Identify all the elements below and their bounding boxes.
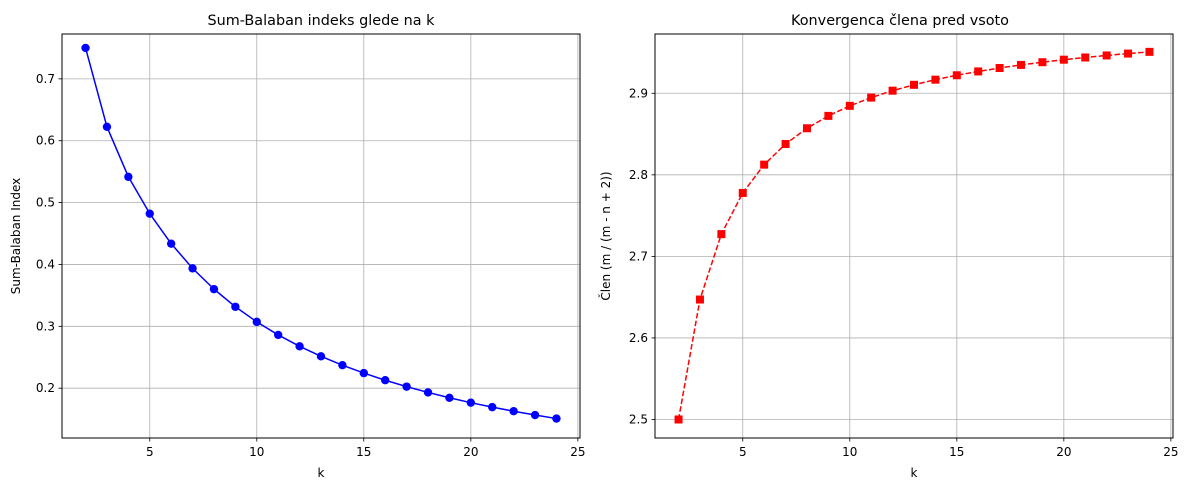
data-point [102, 122, 112, 132]
y-tick-label: 2.9 [629, 86, 648, 100]
data-point [802, 124, 811, 133]
grid-lines [655, 34, 1173, 438]
x-tick-label: 20 [1056, 445, 1071, 459]
data-point [1145, 47, 1154, 56]
y-tick-label: 0.4 [36, 257, 55, 271]
x-tick-label: 5 [146, 445, 154, 459]
data-point [867, 93, 876, 102]
y-tick-label: 2.8 [629, 168, 648, 182]
data-point [509, 407, 518, 416]
series-layer [81, 43, 561, 423]
data-point [845, 101, 854, 110]
data-point [295, 342, 304, 351]
series-layer [674, 47, 1154, 424]
data-point [488, 402, 497, 412]
y-axis-label: Sum-Balaban Index [9, 178, 23, 295]
data-point [81, 43, 90, 53]
data-point [1017, 60, 1026, 69]
y-axis-label: Člen (m / (m - n + 2)) [598, 171, 613, 300]
y-tick-label: 0.7 [36, 72, 55, 86]
data-point [124, 172, 133, 181]
grid-lines [62, 34, 580, 438]
data-point [188, 264, 197, 273]
data-point [445, 393, 454, 402]
x-axis-label: k [318, 466, 325, 480]
data-point [824, 111, 833, 120]
x-tick-label: 25 [570, 445, 585, 459]
data-point [145, 209, 154, 218]
data-point [359, 368, 369, 378]
x-tick-label: 15 [949, 445, 964, 459]
data-point [423, 388, 433, 397]
data-point [1102, 51, 1111, 60]
series-line [677, 51, 1150, 420]
plot-area [654, 33, 1174, 439]
y-tick-label: 2.7 [629, 249, 648, 263]
data-point [738, 188, 747, 197]
y-tick-label: 2.5 [629, 412, 648, 426]
data-point [1059, 55, 1068, 64]
data-point [252, 317, 261, 327]
data-point [781, 140, 790, 149]
plot-area [61, 33, 581, 439]
data-point [530, 410, 540, 420]
data-point [273, 330, 283, 340]
chart-sum-balaban: Sum-Balaban indeks glede na k 5 10 15 20 25 0… [9, 13, 586, 480]
y-tick-label: 0.6 [36, 134, 55, 148]
data-point [381, 376, 390, 385]
chart-title: Konvergenca člena pred vsoto [791, 13, 1009, 29]
y-tick-label: 0.2 [36, 381, 55, 395]
data-point [316, 352, 326, 361]
data-point [466, 398, 476, 407]
data-point [338, 360, 347, 370]
data-point [402, 382, 411, 391]
chart-title: Sum-Balaban indeks glede na k [207, 13, 435, 29]
data-point [1038, 58, 1047, 67]
data-point [717, 230, 726, 239]
data-point [995, 64, 1004, 73]
data-point [1081, 53, 1090, 62]
data-point [209, 284, 219, 294]
data-point [931, 75, 940, 84]
x-tick-label: 25 [1163, 445, 1178, 459]
x-axis-label: k [911, 466, 918, 480]
tick-layer: 5 10 15 20 25 2.5 2.6 2.7 2.8 2.9 [629, 86, 1179, 459]
data-point [552, 414, 561, 423]
data-point [760, 160, 769, 169]
x-tick-label: 10 [842, 445, 857, 459]
series-line [84, 47, 557, 420]
data-point [166, 239, 176, 248]
y-tick-label: 0.5 [36, 196, 55, 210]
data-point [1124, 49, 1133, 58]
y-tick-label: 0.3 [36, 319, 55, 333]
x-tick-label: 15 [356, 445, 371, 459]
data-point [910, 80, 918, 89]
x-tick-label: 5 [739, 445, 747, 459]
data-point [674, 415, 683, 424]
data-point [888, 86, 897, 95]
data-point [974, 67, 983, 76]
chart-konvergenca: Konvergenca člena pred vsoto 5 10 15 20 25 2.… [598, 13, 1179, 480]
y-tick-label: 2.6 [629, 331, 648, 345]
tick-layer: 5 10 15 20 25 0.2 0.3 0.4 0.5 0.6 0.7 [36, 72, 586, 459]
data-point [231, 302, 240, 311]
data-point [952, 71, 961, 80]
x-tick-label: 10 [249, 445, 264, 459]
data-point [695, 295, 704, 304]
x-tick-label: 20 [463, 445, 478, 459]
